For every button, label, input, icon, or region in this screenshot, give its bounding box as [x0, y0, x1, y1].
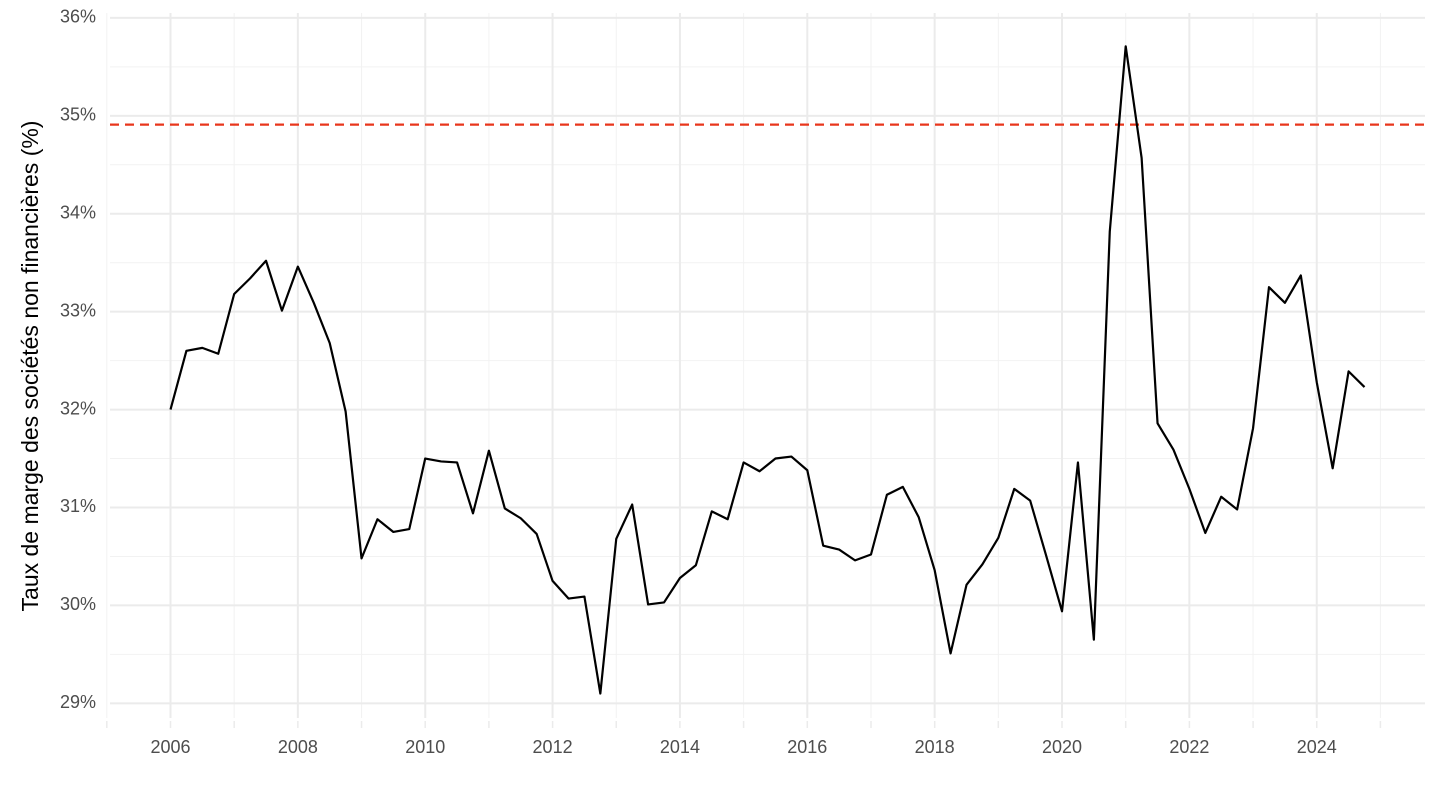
- x-tick-label: 2012: [533, 737, 573, 757]
- x-tick-label: 2006: [150, 737, 190, 757]
- y-tick-label: 30%: [60, 594, 96, 614]
- y-tick-label: 31%: [60, 496, 96, 516]
- y-tick-label: 29%: [60, 692, 96, 712]
- x-tick-label: 2022: [1169, 737, 1209, 757]
- x-tick-label: 2014: [660, 737, 700, 757]
- y-tick-label: 35%: [60, 105, 96, 125]
- y-tick-label: 32%: [60, 398, 96, 418]
- x-tick-label: 2016: [787, 737, 827, 757]
- y-axis-title: Taux de marge des sociétés non financièr…: [17, 121, 43, 612]
- x-tick-label: 2024: [1297, 737, 1337, 757]
- line: [169, 45, 1366, 695]
- x-tick-label: 2020: [1042, 737, 1082, 757]
- y-tick-label: 36%: [60, 7, 96, 27]
- y-tick-label: 33%: [60, 300, 96, 320]
- x-tick-label: 2010: [405, 737, 445, 757]
- x-tick-label: 2008: [278, 737, 318, 757]
- y-tick-label: 34%: [60, 202, 96, 222]
- x-tick-label: 2018: [915, 737, 955, 757]
